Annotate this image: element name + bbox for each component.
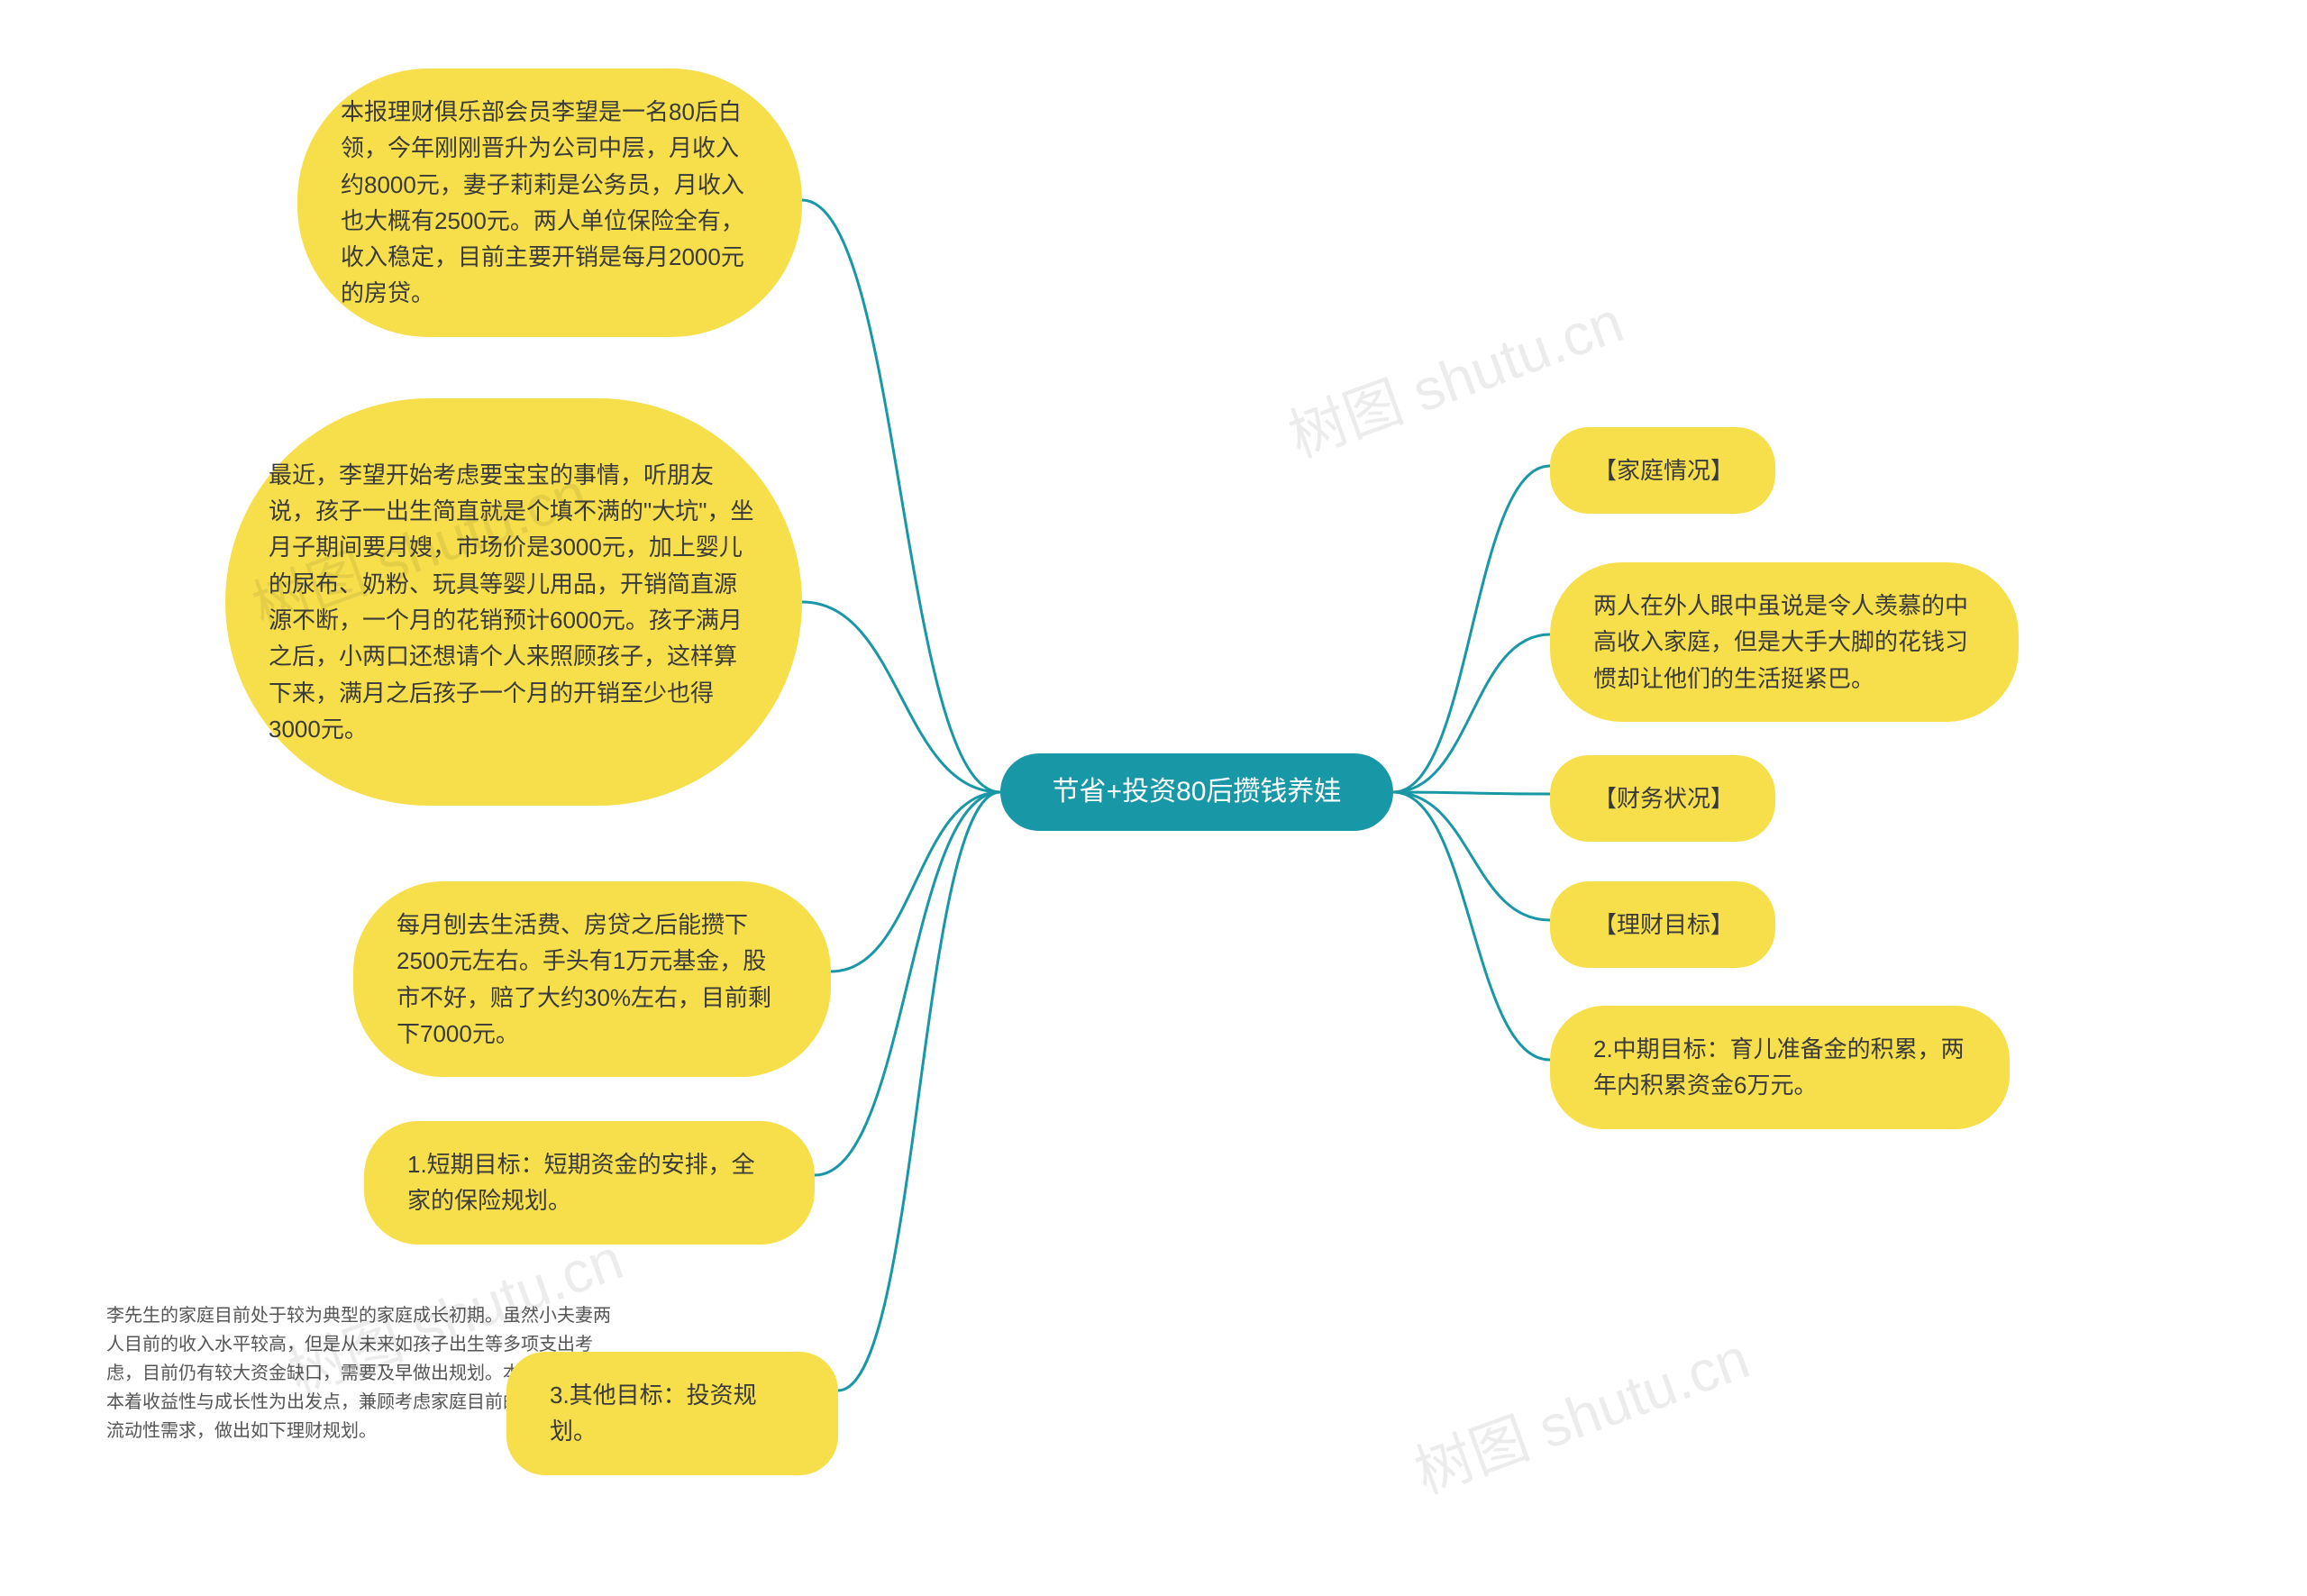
leaf-label: 最近，李望开始考虑要宝宝的事情，听朋友说，孩子一出生简直就是个填不满的"大坑"，…: [269, 457, 759, 747]
mindmap-center: 节省+投资80后攒钱养娃: [1000, 753, 1393, 831]
leaf-l3: 每月刨去生活费、房贷之后能攒下2500元左右。手头有1万元基金，股市不好，赔了大…: [353, 881, 831, 1077]
leaf-label: 【理财目标】: [1593, 907, 1732, 943]
leaf-label: 本报理财俱乐部会员李望是一名80后白领，今年刚刚晋升为公司中层，月收入约8000…: [341, 94, 759, 312]
leaf-l5: 3.其他目标：投资规划。: [506, 1352, 838, 1475]
leaf-label: 2.中期目标：育儿准备金的积累，两年内积累资金6万元。: [1593, 1031, 1966, 1104]
leaf-label: 1.短期目标：短期资金的安排，全家的保险规划。: [407, 1146, 771, 1219]
watermark: 树图 shutu.cn: [1402, 1312, 1759, 1509]
center-label: 节省+投资80后攒钱养娃: [1053, 771, 1342, 814]
leaf-l2: 最近，李望开始考虑要宝宝的事情，听朋友说，孩子一出生简直就是个填不满的"大坑"，…: [225, 398, 802, 806]
leaf-l1: 本报理财俱乐部会员李望是一名80后白领，今年刚刚晋升为公司中层，月收入约8000…: [297, 68, 802, 337]
leaf-label: 3.其他目标：投资规划。: [550, 1377, 795, 1450]
leaf-label: 【家庭情况】: [1593, 452, 1732, 488]
leaf-label: 两人在外人眼中虽说是令人羡慕的中高收入家庭，但是大手大脚的花钱习惯却让他们的生活…: [1593, 588, 1975, 697]
leaf-r4: 【理财目标】: [1550, 881, 1775, 968]
leaf-label: 每月刨去生活费、房贷之后能攒下2500元左右。手头有1万元基金，股市不好，赔了大…: [397, 907, 788, 1052]
leaf-r5: 2.中期目标：育儿准备金的积累，两年内积累资金6万元。: [1550, 1006, 2010, 1129]
leaf-r3: 【财务状况】: [1550, 755, 1775, 842]
leaf-r2: 两人在外人眼中虽说是令人羡慕的中高收入家庭，但是大手大脚的花钱习惯却让他们的生活…: [1550, 562, 2019, 722]
leaf-label: 【财务状况】: [1593, 780, 1732, 816]
leaf-l4: 1.短期目标：短期资金的安排，全家的保险规划。: [364, 1121, 815, 1245]
leaf-r1: 【家庭情况】: [1550, 427, 1775, 514]
